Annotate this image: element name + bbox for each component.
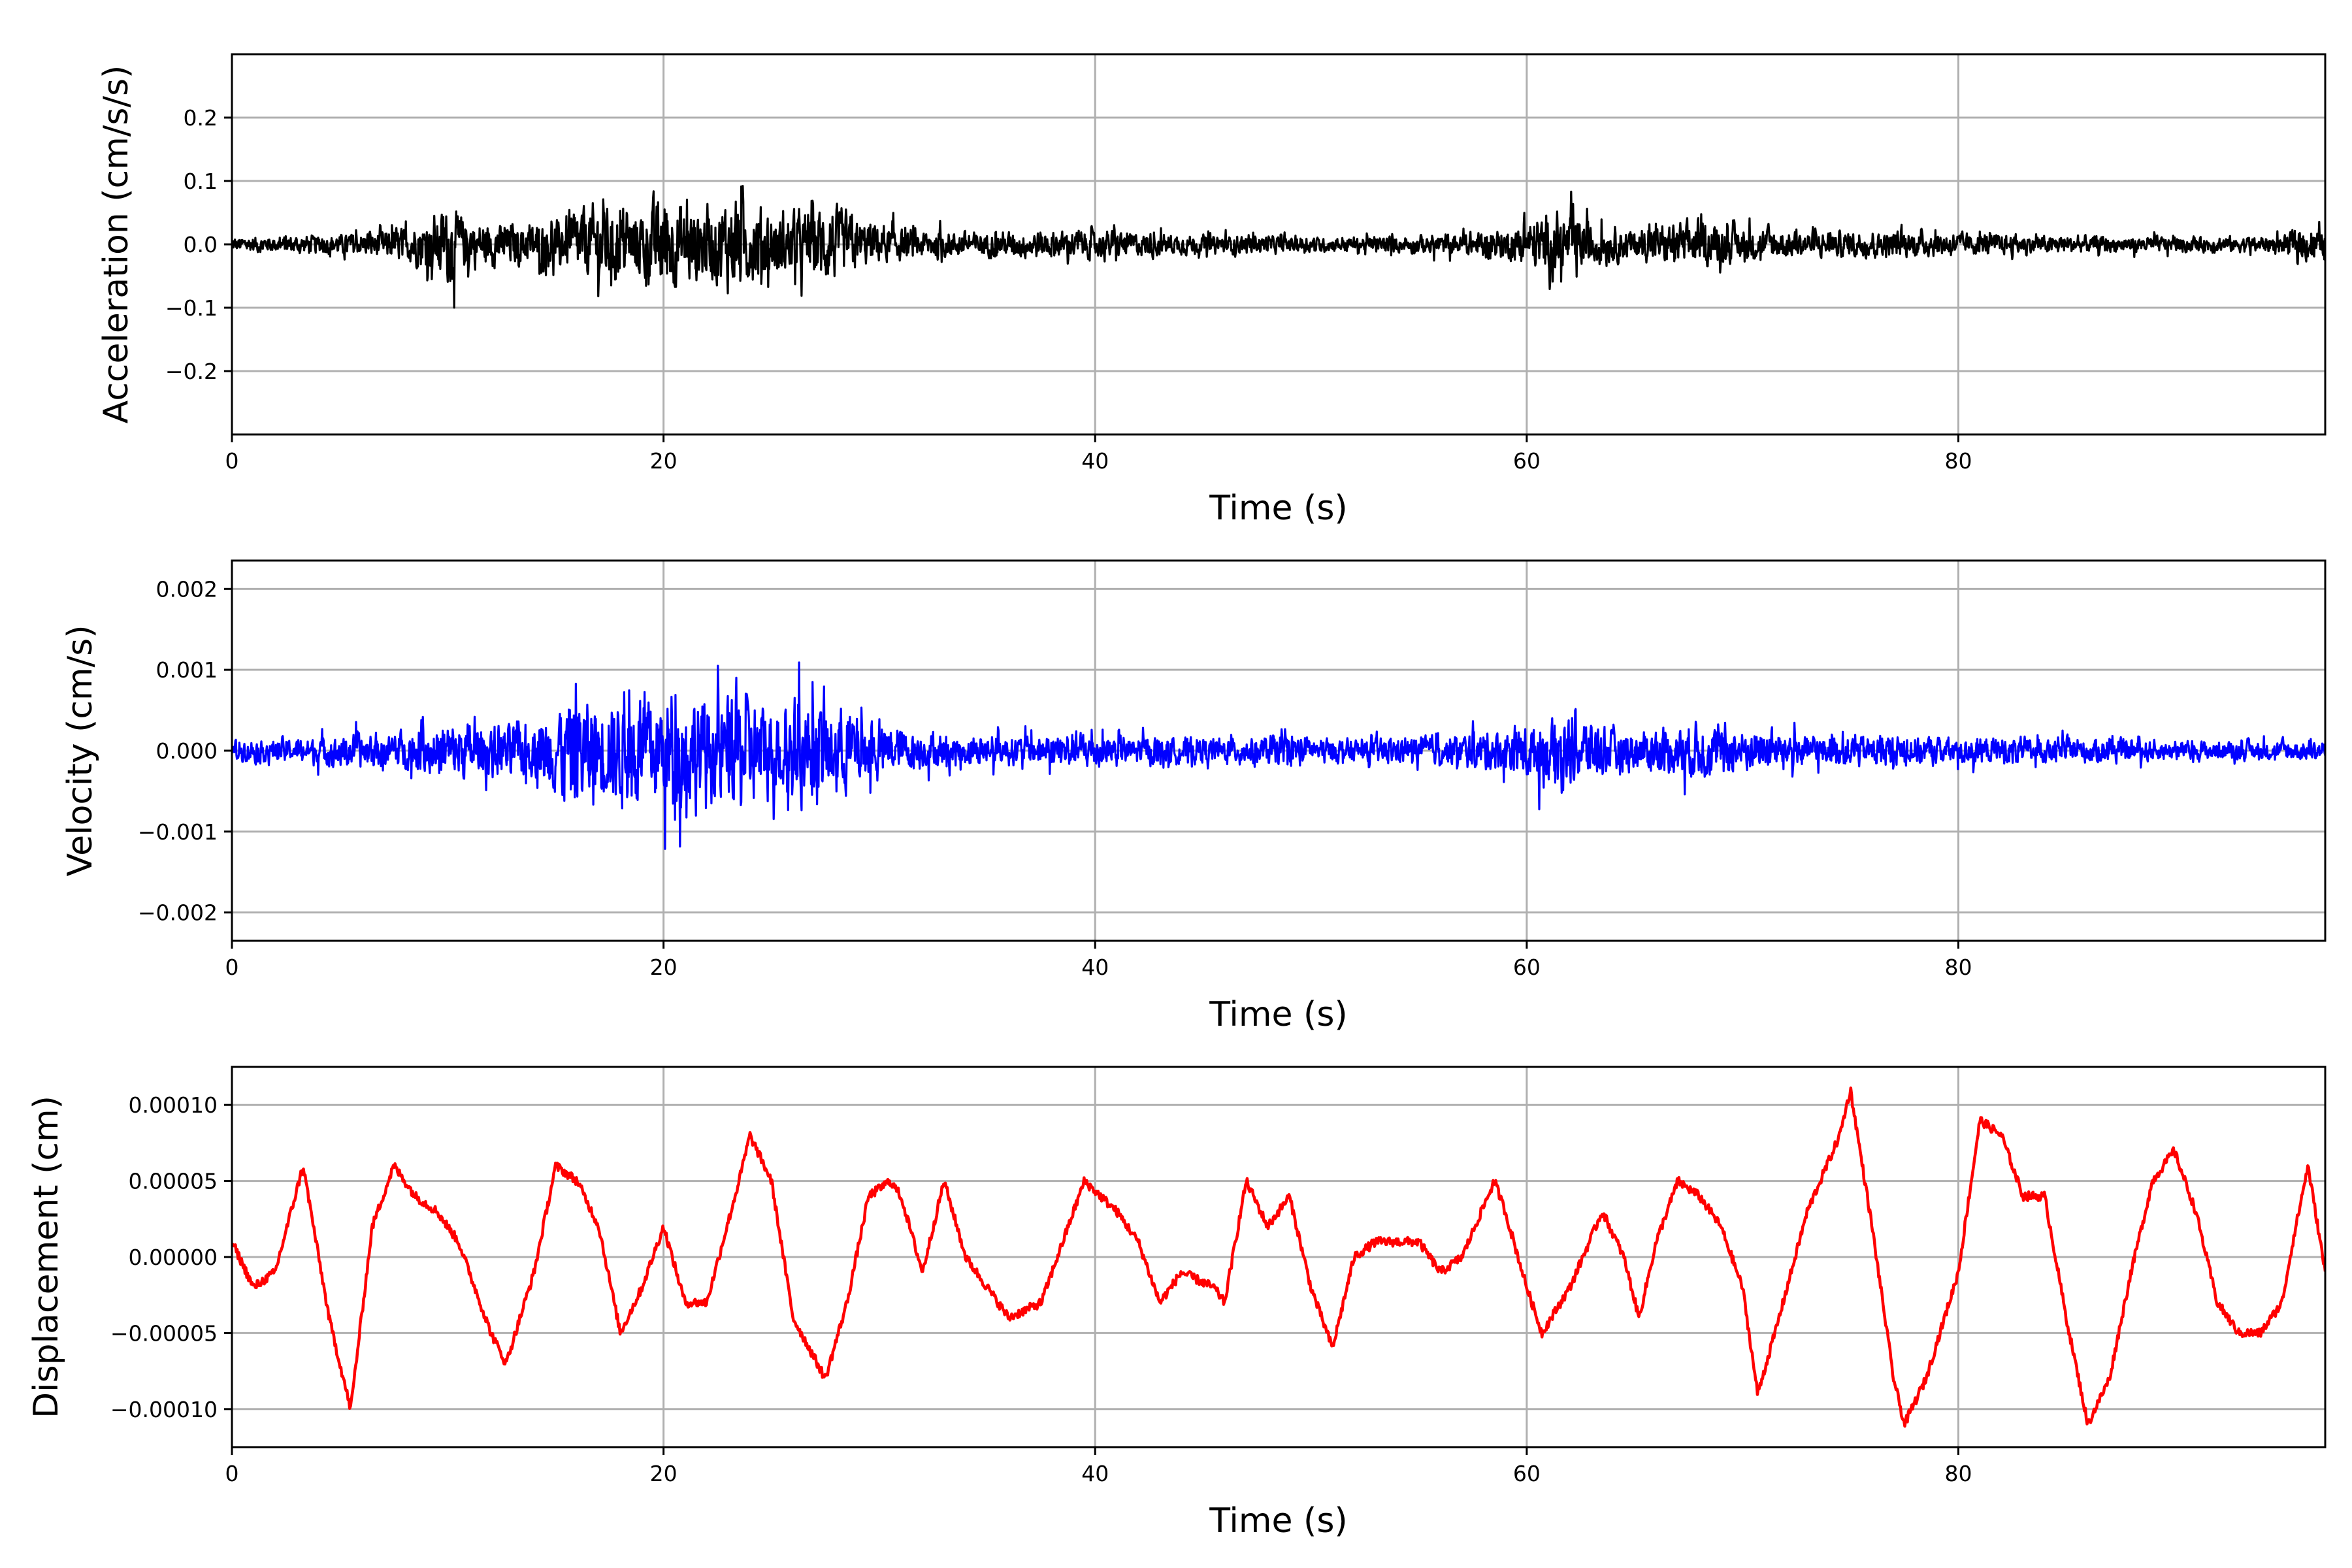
velocity-ytick-label: 0.002 [156, 576, 218, 602]
velocity-ytick-label: −0.001 [138, 819, 218, 845]
acceleration-ytick-label: 0.1 [184, 169, 218, 194]
displacement-xtick-label: 80 [1944, 1461, 1972, 1486]
displacement-ytick-label: −0.00005 [110, 1320, 218, 1346]
acceleration-panel: 0 20 40 60 80 0.2 0.1 0.0 −0.1 −0.2 Time (s) Accele… [97, 53, 2327, 528]
acceleration-series-line [232, 185, 2325, 309]
displacement-ytick-label: −0.00010 [110, 1397, 218, 1422]
displacement-ytick-label: 0.00010 [129, 1092, 218, 1118]
velocity-panel: 0 20 40 60 80 0.002 0.001 0.000 −0.001 −0.002 Time… [61, 559, 2327, 1034]
velocity-ytick-label: 0.001 [156, 657, 218, 683]
velocity-xtick-label: 80 [1944, 955, 1972, 980]
displacement-y-axis-label: Displacement (cm) [27, 1096, 66, 1418]
velocity-xtick-label: 0 [225, 955, 239, 980]
velocity-series-line [232, 661, 2325, 850]
acceleration-ytick-label: −0.2 [165, 359, 218, 384]
displacement-ytick-label: 0.00000 [129, 1245, 218, 1270]
acceleration-xtick-label: 60 [1513, 448, 1541, 474]
displacement-series-line [232, 1086, 2325, 1428]
velocity-xtick-label: 60 [1513, 955, 1541, 980]
acceleration-ytick-label: 0.2 [184, 105, 218, 131]
velocity-xtick-label: 20 [650, 955, 678, 980]
velocity-ytick-label: −0.002 [138, 900, 218, 926]
acceleration-xtick-label: 40 [1081, 448, 1109, 474]
displacement-x-axis-label: Time (s) [1209, 1501, 1347, 1541]
acceleration-xtick-label: 0 [225, 448, 239, 474]
velocity-y-axis-label: Velocity (cm/s) [61, 625, 100, 877]
displacement-ytick-label: 0.00005 [129, 1169, 218, 1194]
displacement-xtick-label: 40 [1081, 1461, 1109, 1486]
acceleration-x-axis-label: Time (s) [1209, 489, 1347, 528]
acceleration-xtick-label: 80 [1944, 448, 1972, 474]
displacement-xtick-label: 20 [650, 1461, 678, 1486]
velocity-x-axis-label: Time (s) [1209, 995, 1347, 1034]
displacement-xtick-label: 0 [225, 1461, 239, 1486]
acceleration-xtick-label: 20 [650, 448, 678, 474]
acceleration-y-axis-label: Acceleration (cm/s/s) [97, 65, 136, 424]
subplot-stack: 0 20 40 60 80 0.2 0.1 0.0 −0.1 −0.2 Time (s) Accele… [27, 53, 2327, 1541]
displacement-panel: 0 20 40 60 80 0.00010 0.00005 0.00000 −0.00005 −0… [27, 1066, 2327, 1541]
displacement-xtick-label: 60 [1513, 1461, 1541, 1486]
displacement-grid [232, 1067, 2325, 1447]
velocity-ytick-label: 0.000 [156, 738, 218, 764]
acceleration-ytick-label: −0.1 [165, 295, 218, 321]
acceleration-ytick-label: 0.0 [184, 232, 218, 257]
velocity-xtick-label: 40 [1081, 955, 1109, 980]
